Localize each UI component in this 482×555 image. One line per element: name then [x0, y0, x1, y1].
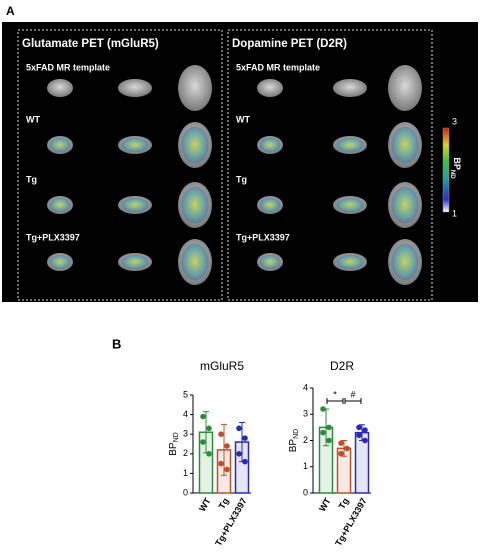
panel-title: Dopamine PET (D2R)	[232, 38, 347, 50]
y-tick-label: 3	[303, 409, 308, 419]
pet-overlay	[259, 254, 281, 270]
label-sub: ND	[449, 170, 455, 179]
y-axis-label: BPND	[168, 432, 180, 455]
label-sub: ND	[173, 432, 180, 442]
data-point	[326, 424, 332, 431]
y-tick-label: 4	[303, 382, 308, 392]
x-tick-label: WT	[197, 496, 213, 514]
data-point	[362, 437, 368, 444]
pet-overlay	[391, 186, 419, 224]
data-point	[206, 451, 212, 457]
colorbar-min: 1	[452, 208, 457, 218]
pet-overlay	[181, 126, 209, 164]
label-main: BP	[452, 157, 462, 170]
row-label: WT	[236, 114, 250, 124]
pet-overlay	[259, 197, 281, 213]
chart-title: D2R	[330, 359, 354, 373]
y-axis-label: BPND	[288, 429, 300, 452]
panel-label: B	[112, 336, 121, 351]
pet-overlay	[336, 197, 364, 213]
data-point	[344, 445, 350, 452]
pet-overlay	[121, 197, 149, 213]
data-point	[326, 437, 332, 444]
data-point	[356, 424, 362, 431]
data-point	[356, 432, 362, 439]
pet-overlay	[391, 243, 419, 281]
pet-overlay	[181, 186, 209, 224]
label-main: BP	[288, 439, 299, 453]
row-label: Tg	[26, 174, 37, 184]
y-tick-label: 2	[183, 448, 188, 458]
data-point	[224, 443, 230, 449]
pet-overlay	[259, 137, 281, 153]
panel-title: Glutamate PET (mGluR5)	[22, 38, 159, 50]
pet-overlay	[181, 243, 209, 281]
colorbar-label: BPND	[449, 157, 461, 179]
data-point	[218, 460, 224, 467]
brain-image	[257, 79, 283, 97]
data-point	[218, 431, 224, 438]
label-main: BP	[168, 442, 179, 456]
colorbar-max: 3	[452, 116, 457, 126]
panel-box	[227, 29, 433, 301]
data-point	[200, 413, 206, 420]
row-label: Tg	[236, 174, 247, 184]
panel-box	[17, 29, 223, 301]
row-label: WT	[26, 114, 40, 124]
data-point	[206, 425, 212, 432]
brain-image	[47, 79, 73, 97]
chart-title: mGluR5	[200, 359, 244, 373]
x-tick-label: Tg	[337, 496, 351, 511]
row-label: 5xFAD MR template	[236, 62, 320, 72]
data-point	[338, 440, 344, 446]
pet-overlay	[391, 126, 419, 164]
y-tick-label: 1	[183, 468, 188, 478]
y-tick-label: 0	[183, 487, 188, 497]
data-point	[338, 450, 344, 457]
label-sub: ND	[293, 429, 300, 439]
x-tick-label: WT	[317, 496, 333, 514]
x-tick-label: Tg	[217, 496, 231, 511]
y-tick-label: 3	[183, 429, 188, 439]
pet-overlay	[49, 254, 71, 270]
row-label: 5xFAD MR template	[26, 62, 110, 72]
data-point	[200, 439, 206, 445]
pet-overlay	[49, 197, 71, 213]
brain-image	[388, 65, 422, 111]
brain-image	[333, 79, 367, 97]
significance: #	[350, 389, 355, 399]
pet-overlay	[121, 254, 149, 270]
row-label: Tg+PLX3397	[26, 232, 80, 242]
y-tick-label: 5	[183, 389, 188, 399]
row-label: Tg+PLX3397	[236, 232, 290, 242]
y-tick-label: 4	[183, 409, 188, 419]
data-point	[224, 466, 230, 473]
brain-image	[118, 79, 152, 97]
pet-overlay	[336, 137, 364, 153]
panel-label: A	[6, 4, 15, 18]
data-point	[242, 458, 248, 465]
y-tick-label: 0	[303, 487, 308, 497]
data-point	[362, 427, 368, 433]
pet-overlay	[121, 137, 149, 153]
colorbar	[442, 127, 450, 213]
y-tick-label: 2	[303, 435, 308, 445]
data-point	[320, 429, 326, 436]
data-point	[320, 406, 326, 412]
y-tick-label: 1	[303, 461, 308, 471]
pet-overlay	[336, 254, 364, 270]
brain-image	[178, 65, 212, 111]
pet-overlay	[49, 137, 71, 153]
data-point	[236, 425, 242, 432]
significance: *	[333, 389, 337, 399]
data-point	[242, 435, 248, 441]
data-point	[236, 451, 242, 457]
